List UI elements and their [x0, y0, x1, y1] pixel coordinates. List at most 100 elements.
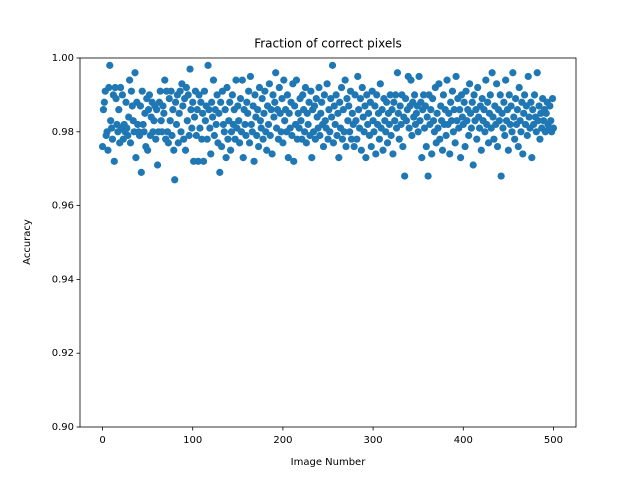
point	[227, 128, 236, 136]
point	[277, 128, 285, 136]
point	[389, 150, 397, 158]
point	[350, 142, 358, 151]
point	[127, 87, 136, 95]
point	[547, 117, 555, 125]
point	[388, 106, 396, 114]
point	[480, 106, 488, 114]
point	[315, 83, 323, 92]
point	[107, 124, 116, 132]
point	[182, 83, 191, 92]
point	[192, 131, 200, 140]
point	[175, 109, 183, 117]
point	[529, 106, 537, 114]
point	[168, 131, 176, 140]
point	[236, 94, 245, 103]
point	[220, 128, 228, 136]
point	[111, 83, 119, 92]
point	[328, 61, 337, 69]
point	[110, 157, 118, 165]
point	[264, 120, 273, 129]
point	[325, 106, 333, 114]
point	[269, 91, 277, 99]
point	[422, 142, 430, 151]
point	[356, 94, 365, 103]
point	[429, 117, 438, 125]
point	[361, 102, 369, 110]
y-tick-label: 0.96	[52, 201, 74, 212]
point	[405, 124, 413, 132]
point	[259, 135, 267, 143]
point	[275, 83, 283, 92]
point	[331, 120, 339, 129]
point	[402, 117, 411, 125]
chart-title: Fraction of correct pixels	[254, 37, 402, 51]
point	[222, 154, 230, 162]
point	[149, 128, 157, 136]
point	[477, 146, 485, 154]
point	[424, 172, 432, 180]
point	[254, 142, 263, 151]
point	[415, 72, 423, 81]
point	[181, 146, 190, 154]
point	[303, 109, 311, 117]
point	[241, 120, 249, 129]
point	[321, 117, 329, 125]
point	[348, 109, 356, 117]
point	[108, 135, 117, 143]
y-tick-label: 0.90	[52, 422, 74, 433]
point	[513, 106, 521, 114]
point	[136, 102, 145, 110]
point	[193, 106, 201, 114]
point	[160, 109, 168, 117]
point	[360, 128, 368, 136]
point	[334, 109, 342, 117]
point	[499, 124, 507, 132]
point	[407, 76, 415, 84]
point	[329, 139, 338, 147]
point	[243, 98, 251, 106]
point	[267, 106, 275, 114]
point	[473, 135, 481, 143]
point	[353, 135, 361, 143]
point	[171, 176, 179, 184]
point	[254, 106, 262, 114]
point	[376, 80, 384, 88]
point	[535, 102, 543, 110]
x-tick-label: 100	[183, 435, 202, 446]
point	[511, 94, 520, 103]
point	[266, 131, 274, 140]
point	[98, 142, 107, 151]
point	[245, 139, 254, 147]
point	[436, 135, 444, 143]
point	[281, 117, 289, 125]
x-tick-label: 400	[454, 435, 473, 446]
y-tick-label: 1.00	[52, 53, 74, 64]
point	[172, 120, 181, 129]
point	[463, 117, 471, 125]
point	[367, 142, 375, 151]
point	[251, 91, 259, 99]
point	[188, 124, 196, 132]
point	[481, 128, 489, 136]
point	[286, 124, 294, 132]
point	[284, 154, 292, 162]
point	[420, 124, 429, 132]
point	[509, 69, 517, 77]
point	[468, 98, 476, 106]
point	[410, 91, 419, 99]
point	[166, 117, 174, 125]
point	[421, 102, 429, 110]
point	[104, 146, 112, 154]
point	[401, 94, 410, 103]
point	[501, 131, 509, 140]
point	[100, 98, 108, 106]
point	[442, 131, 450, 140]
point	[517, 128, 525, 136]
point	[242, 131, 250, 140]
point	[285, 109, 293, 117]
point	[115, 106, 123, 114]
point	[302, 139, 310, 147]
point	[549, 124, 558, 132]
point	[159, 102, 167, 110]
point	[263, 146, 271, 154]
